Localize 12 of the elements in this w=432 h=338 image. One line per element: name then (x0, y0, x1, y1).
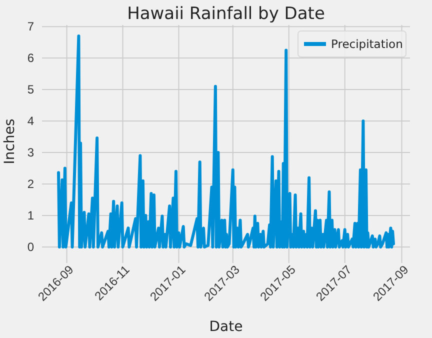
y-tick-label: 3 (27, 145, 34, 160)
y-tick-label: 1 (27, 208, 34, 222)
y-tick-label: 2 (27, 176, 34, 191)
y-tick-label: 4 (27, 114, 34, 128)
chart-title: Hawaii Rainfall by Date (127, 4, 325, 24)
y-tick-label: 0 (27, 240, 34, 254)
y-tick-label: 5 (27, 82, 34, 96)
y-axis-title: Inches (2, 118, 18, 164)
legend-label: Precipitation (331, 37, 403, 51)
y-tick-label: 7 (27, 19, 34, 34)
x-axis-title: Date (209, 319, 243, 335)
y-tick-label: 6 (27, 50, 34, 65)
